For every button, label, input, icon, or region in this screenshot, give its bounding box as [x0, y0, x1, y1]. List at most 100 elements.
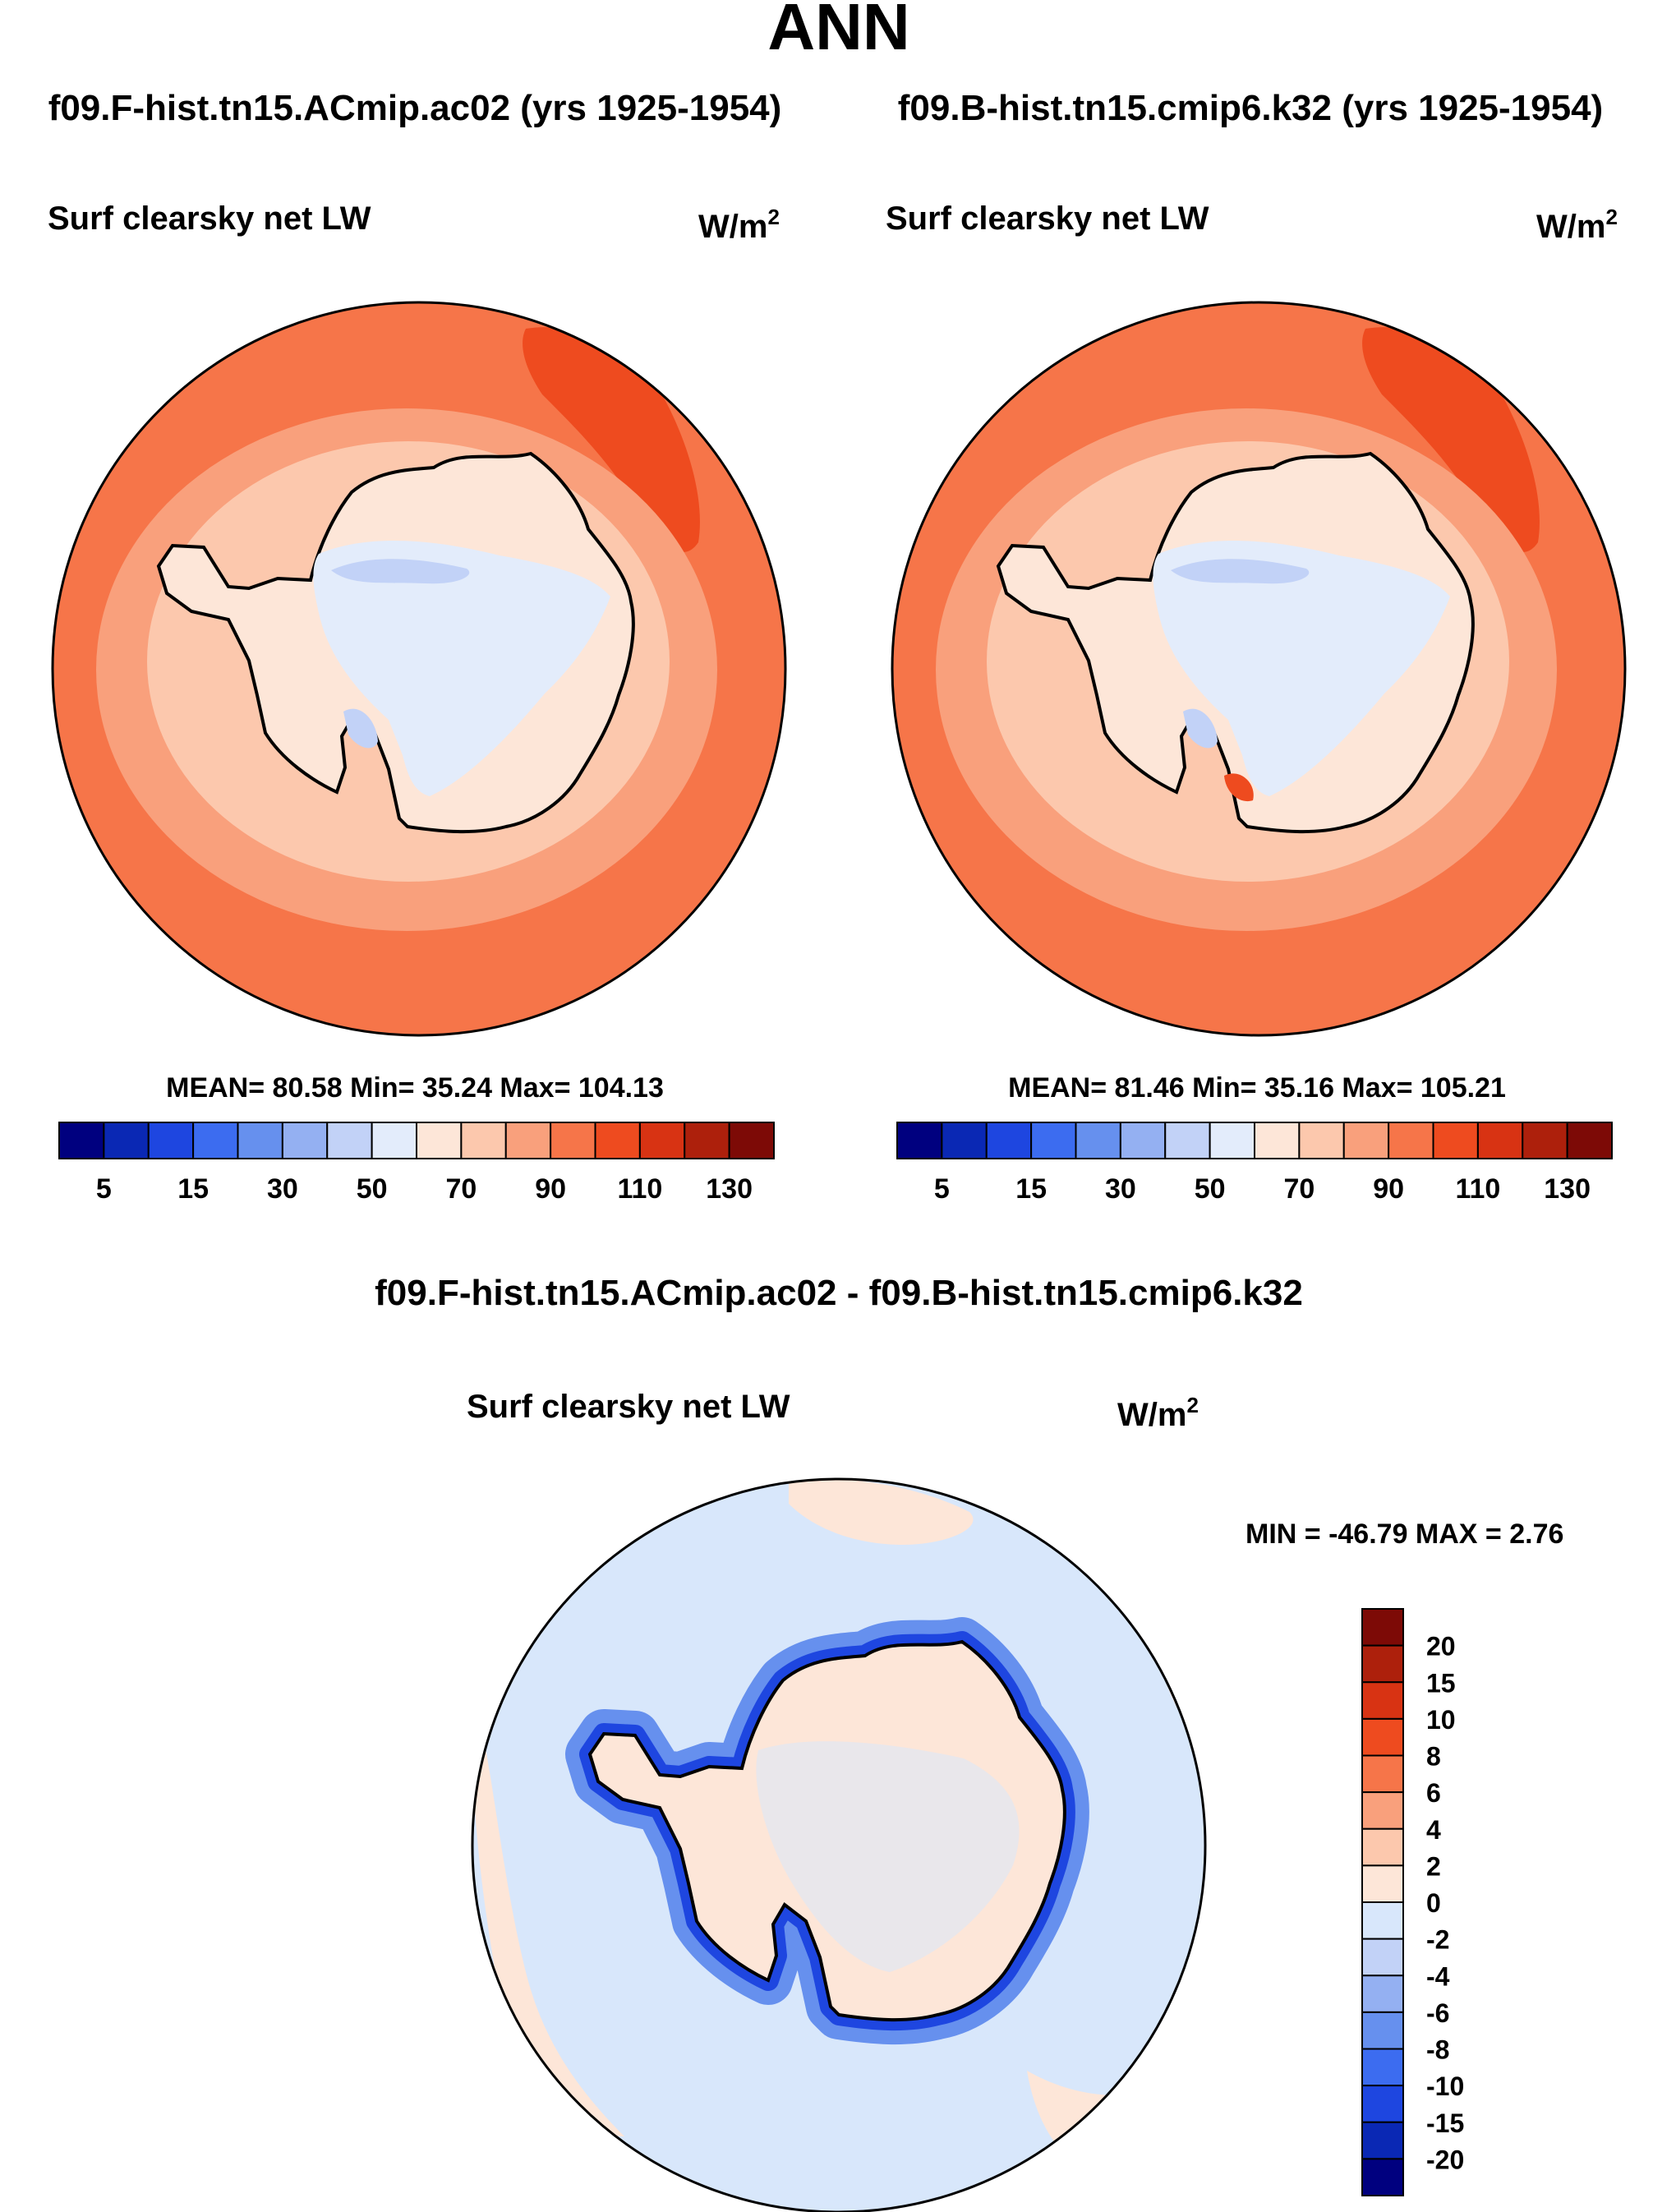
right-colorbar-tick-label: 30 [1105, 1173, 1136, 1205]
left-map-boundary [51, 301, 787, 1037]
right-colorbar-swatch [1566, 1122, 1613, 1159]
right-colorbar-swatch [1432, 1122, 1479, 1159]
right-map-boundary [891, 301, 1627, 1037]
right-colorbar-tick-label: 90 [1373, 1173, 1404, 1205]
left-colorbar-tick-label: 50 [357, 1173, 388, 1205]
right-case-title: f09.B-hist.tn15.cmip6.k32 (yrs 1925-1954… [898, 88, 1603, 128]
right-map-warm-spot [1224, 773, 1254, 802]
diff-colorbar-swatch [1361, 1608, 1404, 1647]
diff-colorbar-swatch [1361, 1864, 1404, 1903]
left-units: W/m2 [698, 205, 780, 245]
diff-colorbar-tick-label: -10 [1426, 2071, 1464, 2101]
diff-colorbar-swatch [1361, 2085, 1404, 2123]
left-colorbar-tick-label: 30 [267, 1173, 298, 1205]
diff-colorbar-tick-label: -6 [1426, 1998, 1449, 2028]
right-colorbar-swatch [1476, 1122, 1524, 1159]
left-colorbar-swatch [594, 1122, 641, 1159]
left-map [51, 301, 787, 1037]
diff-colorbar-tick-label: -20 [1426, 2145, 1464, 2174]
right-colorbar-tick-label: 70 [1283, 1173, 1315, 1205]
diff-colorbar-tick-label: 15 [1426, 1668, 1456, 1698]
diff-colorbar-swatch [1361, 2121, 1404, 2160]
diff-colorbar-swatch [1361, 1754, 1404, 1794]
left-colorbar-swatch [416, 1122, 463, 1159]
right-colorbar-tick-label: 110 [1455, 1173, 1500, 1205]
left-colorbar-tick-label: 15 [177, 1173, 209, 1205]
diff-map-plateau [756, 1741, 1020, 1972]
right-colorbar-swatch [985, 1122, 1033, 1159]
diff-colorbar-tick-label: -2 [1426, 1925, 1449, 1955]
right-colorbar-tick-label: 5 [934, 1173, 950, 1205]
left-colorbar-swatch [58, 1122, 105, 1159]
left-colorbar-swatch [147, 1122, 195, 1159]
right-units: W/m2 [1536, 205, 1618, 245]
left-map-hotspot [523, 327, 700, 552]
diff-colorbar-swatch [1361, 2158, 1404, 2196]
right-map-hotspot [1362, 327, 1540, 552]
right-colorbar-swatch [1164, 1122, 1211, 1159]
right-colorbar-swatch [941, 1122, 988, 1159]
diff-colorbar-swatch [1361, 2011, 1404, 2050]
diff-colorbar-tick-label: 6 [1426, 1778, 1441, 1808]
diff-var-title: Surf clearsky net LW [467, 1389, 790, 1425]
left-colorbar-swatch [684, 1122, 730, 1159]
diff-colorbar-tick-label: -8 [1426, 2035, 1449, 2065]
left-colorbar-swatch [237, 1122, 283, 1159]
right-stats: MEAN= 81.46 Min= 35.16 Max= 105.21 [1008, 1072, 1506, 1104]
left-colorbar-swatch [460, 1122, 507, 1159]
left-colorbar-swatch [371, 1122, 417, 1159]
diff-map-warm-north [789, 1479, 974, 1545]
left-colorbar-swatch [638, 1122, 686, 1159]
diff-map [471, 1477, 1207, 2212]
right-colorbar-swatch [1075, 1122, 1121, 1159]
right-colorbar-tick-label: 50 [1195, 1173, 1226, 1205]
left-colorbar: 5 15 30 50 70 90 110 130 [58, 1122, 775, 1205]
diff-colorbar-swatch [1361, 2048, 1404, 2087]
left-colorbar-tick-label: 90 [535, 1173, 566, 1205]
diff-colorbar-swatch [1361, 1644, 1404, 1684]
figure-title: ANN [767, 0, 909, 63]
diff-colorbar-tick-label: 2 [1426, 1851, 1441, 1881]
left-var-title: Surf clearsky net LW [48, 200, 371, 237]
right-colorbar-tick-label: 15 [1015, 1173, 1047, 1205]
left-case-title: f09.F-hist.tn15.ACmip.ac02 (yrs 1925-195… [48, 88, 782, 128]
left-colorbar-tick-label: 5 [96, 1173, 112, 1205]
right-map-ross-ice [1183, 708, 1218, 749]
right-colorbar-swatch [1342, 1122, 1390, 1159]
diff-units: W/m2 [1117, 1393, 1199, 1433]
diff-colorbar-tick-label: 10 [1426, 1705, 1456, 1735]
diff-colorbar-tick-label: 4 [1426, 1815, 1441, 1845]
diff-stats: MIN = -46.79 MAX = 2.76 [1246, 1518, 1563, 1550]
diff-colorbar-tick-label: -15 [1426, 2108, 1464, 2138]
left-colorbar-swatch [192, 1122, 239, 1159]
diff-colorbar-tick-label: 20 [1426, 1632, 1456, 1661]
left-colorbar-swatch [326, 1122, 373, 1159]
left-colorbar-swatch [103, 1122, 150, 1159]
left-colorbar-swatch [281, 1122, 329, 1159]
right-colorbar-swatch [1522, 1122, 1568, 1159]
left-colorbar-tick-label: 110 [617, 1173, 662, 1205]
right-colorbar-swatch [1254, 1122, 1301, 1159]
left-map-plateau-low [331, 559, 470, 584]
diff-colorbar-tick-label: 0 [1426, 1888, 1441, 1918]
diff-colorbar-swatch [1361, 1975, 1404, 2013]
diff-colorbar-swatch [1361, 1827, 1404, 1867]
left-colorbar-swatch [728, 1122, 775, 1159]
left-map-plateau [313, 540, 611, 796]
left-colorbar-swatch [550, 1122, 596, 1159]
diff-colorbar-swatch [1361, 1681, 1404, 1720]
diff-colorbar-tick-label: 8 [1426, 1742, 1441, 1772]
diff-colorbar-swatch [1361, 1938, 1404, 1977]
diff-map-boundary [471, 1477, 1207, 2212]
diff-case-title: f09.F-hist.tn15.ACmip.ac02 - f09.B-hist.… [375, 1273, 1303, 1313]
left-colorbar-tick-label: 70 [445, 1173, 477, 1205]
left-map-ross-ice [343, 708, 378, 749]
diff-colorbar-swatch [1361, 1901, 1404, 1940]
right-map [891, 301, 1627, 1037]
left-stats: MEAN= 80.58 Min= 35.24 Max= 104.13 [166, 1072, 664, 1104]
diff-colorbar-swatch [1361, 1717, 1404, 1757]
left-colorbar-swatch [504, 1122, 552, 1159]
right-colorbar-swatch [1030, 1122, 1077, 1159]
